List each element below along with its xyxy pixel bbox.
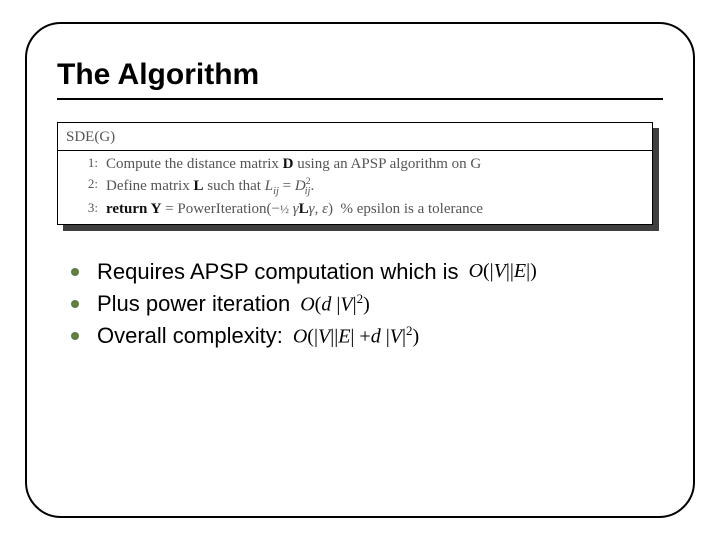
algorithm-header: SDE(G) [58,123,652,151]
list-item: Overall complexity: O(|V||E| +d |V|2) [71,323,663,349]
algorithm-line-text: Define matrix L such that Lij = D2ij. [106,175,644,199]
algorithm-line-number: 1: [66,154,106,174]
algorithm-line: 3: return Y = PowerIteration(−½ γLγ, ε) … [66,199,644,219]
algorithm-line-text: return Y = PowerIteration(−½ γLγ, ε) % e… [106,199,644,219]
bullet-icon [71,332,79,340]
algorithm-line: 1: Compute the distance matrix D using a… [66,154,644,174]
bullet-text: Requires APSP computation which is [97,259,459,285]
algorithm-line-number: 2: [66,175,106,199]
bullet-icon [71,300,79,308]
slide: The Algorithm SDE(G) 1: Compute the dist… [0,0,720,540]
slide-frame: The Algorithm SDE(G) 1: Compute the dist… [25,22,695,518]
algorithm-line: 2: Define matrix L such that Lij = D2ij. [66,175,644,199]
bullet-list: Requires APSP computation which is O(|V|… [57,259,663,349]
math-expression: O(d |V|2) [300,291,370,317]
bullet-text: Plus power iteration [97,291,290,317]
bullet-icon [71,268,79,276]
bullet-text: Overall complexity: [97,323,283,349]
math-expression: O(|V||E|) [469,260,537,283]
slide-title: The Algorithm [57,58,663,92]
list-item: Plus power iteration O(d |V|2) [71,291,663,317]
algorithm-line-number: 3: [66,199,106,219]
math-expression: O(|V||E| +d |V|2) [293,323,419,349]
title-underline [57,98,663,100]
algorithm-box-frame: SDE(G) 1: Compute the distance matrix D … [57,122,653,225]
list-item: Requires APSP computation which is O(|V|… [71,259,663,285]
algorithm-line-text: Compute the distance matrix D using an A… [106,154,644,174]
algorithm-body: 1: Compute the distance matrix D using a… [58,151,652,224]
algorithm-box: SDE(G) 1: Compute the distance matrix D … [57,122,663,225]
